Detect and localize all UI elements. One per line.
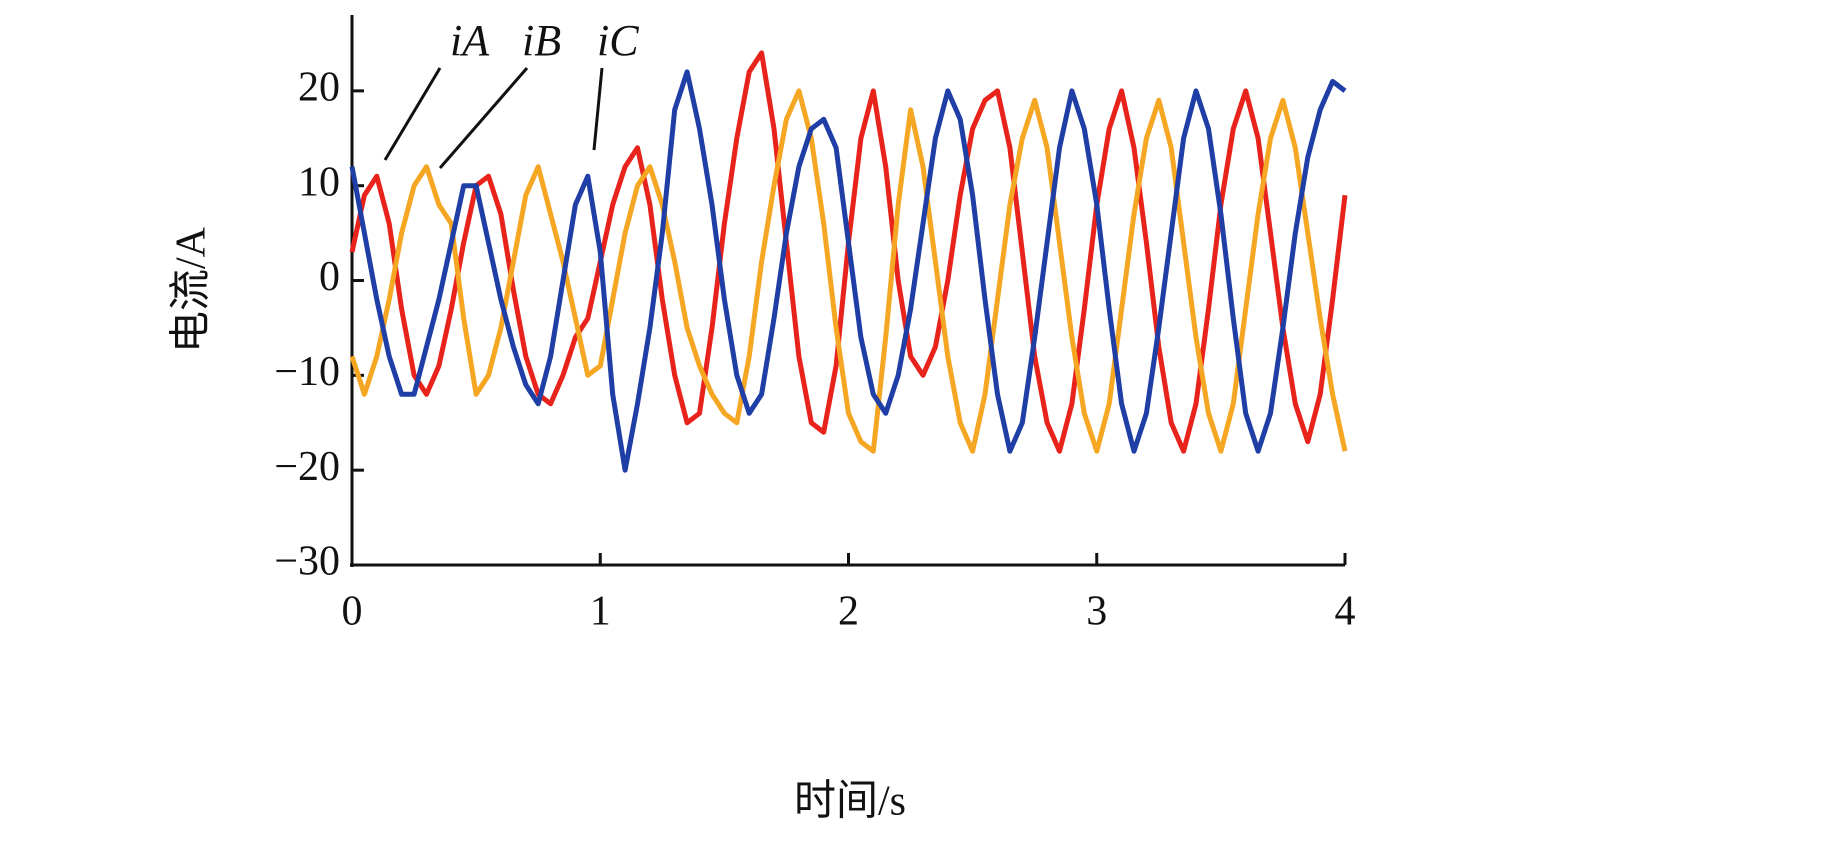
- y-tick-label: 10: [298, 159, 340, 205]
- y-tick-label: −20: [274, 444, 340, 490]
- series-label: iB: [522, 16, 561, 65]
- annotation-leader: [438, 67, 529, 169]
- x-tick-label: 1: [590, 589, 611, 635]
- series-label: iC: [597, 16, 639, 65]
- series-line: [349, 88, 1348, 454]
- x-tick-label: 2: [838, 589, 859, 635]
- y-tick-label: 20: [298, 65, 340, 111]
- y-tick-label: −10: [274, 349, 340, 395]
- y-axis-label: 电流/A: [169, 226, 215, 353]
- x-tick-label: 0: [342, 589, 363, 635]
- x-tick-label: 4: [1335, 589, 1356, 635]
- annotation-leader: [592, 67, 604, 151]
- y-tick-label: 0: [319, 254, 340, 300]
- annotation-leader: [383, 67, 442, 161]
- x-tick-label: 3: [1086, 589, 1107, 635]
- series-label: iA: [450, 16, 490, 65]
- y-tick-label: −30: [274, 539, 340, 585]
- series-line: [349, 69, 1347, 473]
- x-axis-label: 时间/s: [794, 779, 906, 825]
